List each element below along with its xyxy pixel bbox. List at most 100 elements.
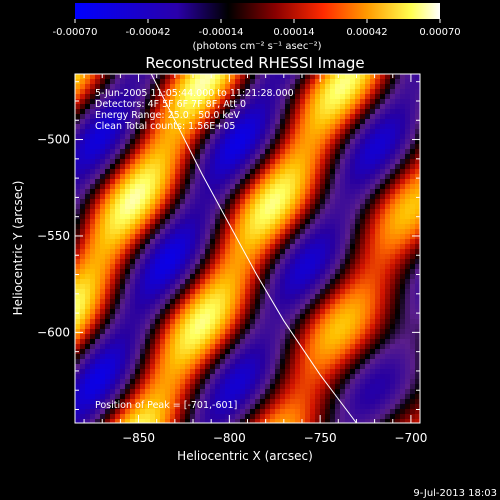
heatmap-cell (375, 74, 380, 79)
heatmap-cell (255, 264, 260, 269)
heatmap-cell (205, 329, 210, 334)
heatmap-cell (145, 269, 150, 274)
heatmap-cell (300, 84, 305, 89)
heatmap-cell (225, 374, 230, 379)
heatmap-cell (290, 344, 295, 349)
heatmap-cell (380, 379, 385, 384)
heatmap-cell (215, 164, 220, 169)
heatmap-cell (250, 379, 255, 384)
heatmap-cell (235, 79, 240, 84)
heatmap-cell (135, 399, 140, 404)
heatmap-cell (300, 354, 305, 359)
heatmap-cell (370, 339, 375, 344)
heatmap-cell (215, 394, 220, 399)
heatmap-cell (115, 299, 120, 304)
heatmap-cell (365, 359, 370, 364)
heatmap-cell (240, 379, 245, 384)
heatmap-cell (75, 274, 80, 279)
heatmap-cell (75, 149, 80, 154)
heatmap-cell (325, 309, 330, 314)
heatmap-cell (95, 149, 100, 154)
heatmap-cell (175, 394, 180, 399)
heatmap-cell (205, 324, 210, 329)
heatmap-cell (260, 334, 265, 339)
heatmap-cell (335, 154, 340, 159)
heatmap-cell (335, 254, 340, 259)
heatmap-cell (350, 419, 355, 423)
heatmap-cell (180, 174, 185, 179)
heatmap-cell (250, 394, 255, 399)
heatmap-cell (400, 139, 405, 144)
heatmap-cell (120, 379, 125, 384)
heatmap-cell (215, 354, 220, 359)
heatmap-cell (280, 344, 285, 349)
heatmap-cell (415, 274, 420, 279)
heatmap-cell (130, 209, 135, 214)
heatmap-cell (75, 139, 80, 144)
heatmap-cell (75, 324, 80, 329)
heatmap-cell (175, 229, 180, 234)
heatmap-cell (185, 214, 190, 219)
heatmap-cell (190, 109, 195, 114)
heatmap-cell (115, 309, 120, 314)
heatmap-cell (170, 259, 175, 264)
heatmap-cell (155, 89, 160, 94)
heatmap-cell (290, 204, 295, 209)
heatmap-cell (360, 244, 365, 249)
heatmap-cell (315, 364, 320, 369)
heatmap-cell (85, 149, 90, 154)
heatmap-cell (165, 334, 170, 339)
heatmap-cell (200, 99, 205, 104)
heatmap-cell (260, 399, 265, 404)
heatmap-cell (240, 294, 245, 299)
heatmap-cell (145, 129, 150, 134)
heatmap-cell (265, 134, 270, 139)
heatmap-cell (240, 219, 245, 224)
heatmap-cell (185, 84, 190, 89)
heatmap-cell (110, 134, 115, 139)
heatmap-cell (185, 399, 190, 404)
heatmap-cell (280, 354, 285, 359)
heatmap-cell (125, 304, 130, 309)
heatmap-cell (375, 334, 380, 339)
heatmap-cell (360, 199, 365, 204)
heatmap-cell (120, 354, 125, 359)
heatmap-cell (230, 204, 235, 209)
heatmap-cell (215, 79, 220, 84)
heatmap-cell (175, 159, 180, 164)
heatmap-cell (260, 79, 265, 84)
heatmap-cell (415, 419, 420, 423)
heatmap-cell (340, 404, 345, 409)
heatmap-cell (390, 274, 395, 279)
heatmap-cell (285, 184, 290, 189)
heatmap-cell (315, 319, 320, 324)
heatmap-cell (170, 239, 175, 244)
heatmap-cell (235, 164, 240, 169)
heatmap-cell (200, 89, 205, 94)
heatmap-cell (175, 244, 180, 249)
heatmap-cell (310, 154, 315, 159)
heatmap-cell (415, 219, 420, 224)
heatmap-cell (400, 164, 405, 169)
heatmap-cell (170, 214, 175, 219)
heatmap-cell (230, 259, 235, 264)
heatmap-cell (210, 269, 215, 274)
heatmap-cell (360, 159, 365, 164)
heatmap-cell (415, 149, 420, 154)
heatmap-cell (295, 344, 300, 349)
heatmap-cell (170, 264, 175, 269)
heatmap-cell (385, 414, 390, 419)
heatmap-cell (75, 414, 80, 419)
heatmap-cell (410, 324, 415, 329)
heatmap-cell (180, 99, 185, 104)
heatmap-cell (220, 184, 225, 189)
heatmap-cell (200, 304, 205, 309)
heatmap-cell (230, 194, 235, 199)
heatmap-cell (400, 389, 405, 394)
heatmap-cell (240, 299, 245, 304)
heatmap-cell (120, 279, 125, 284)
heatmap-cell (130, 349, 135, 354)
heatmap-cell (210, 199, 215, 204)
heatmap-cell (405, 314, 410, 319)
heatmap-cell (350, 274, 355, 279)
